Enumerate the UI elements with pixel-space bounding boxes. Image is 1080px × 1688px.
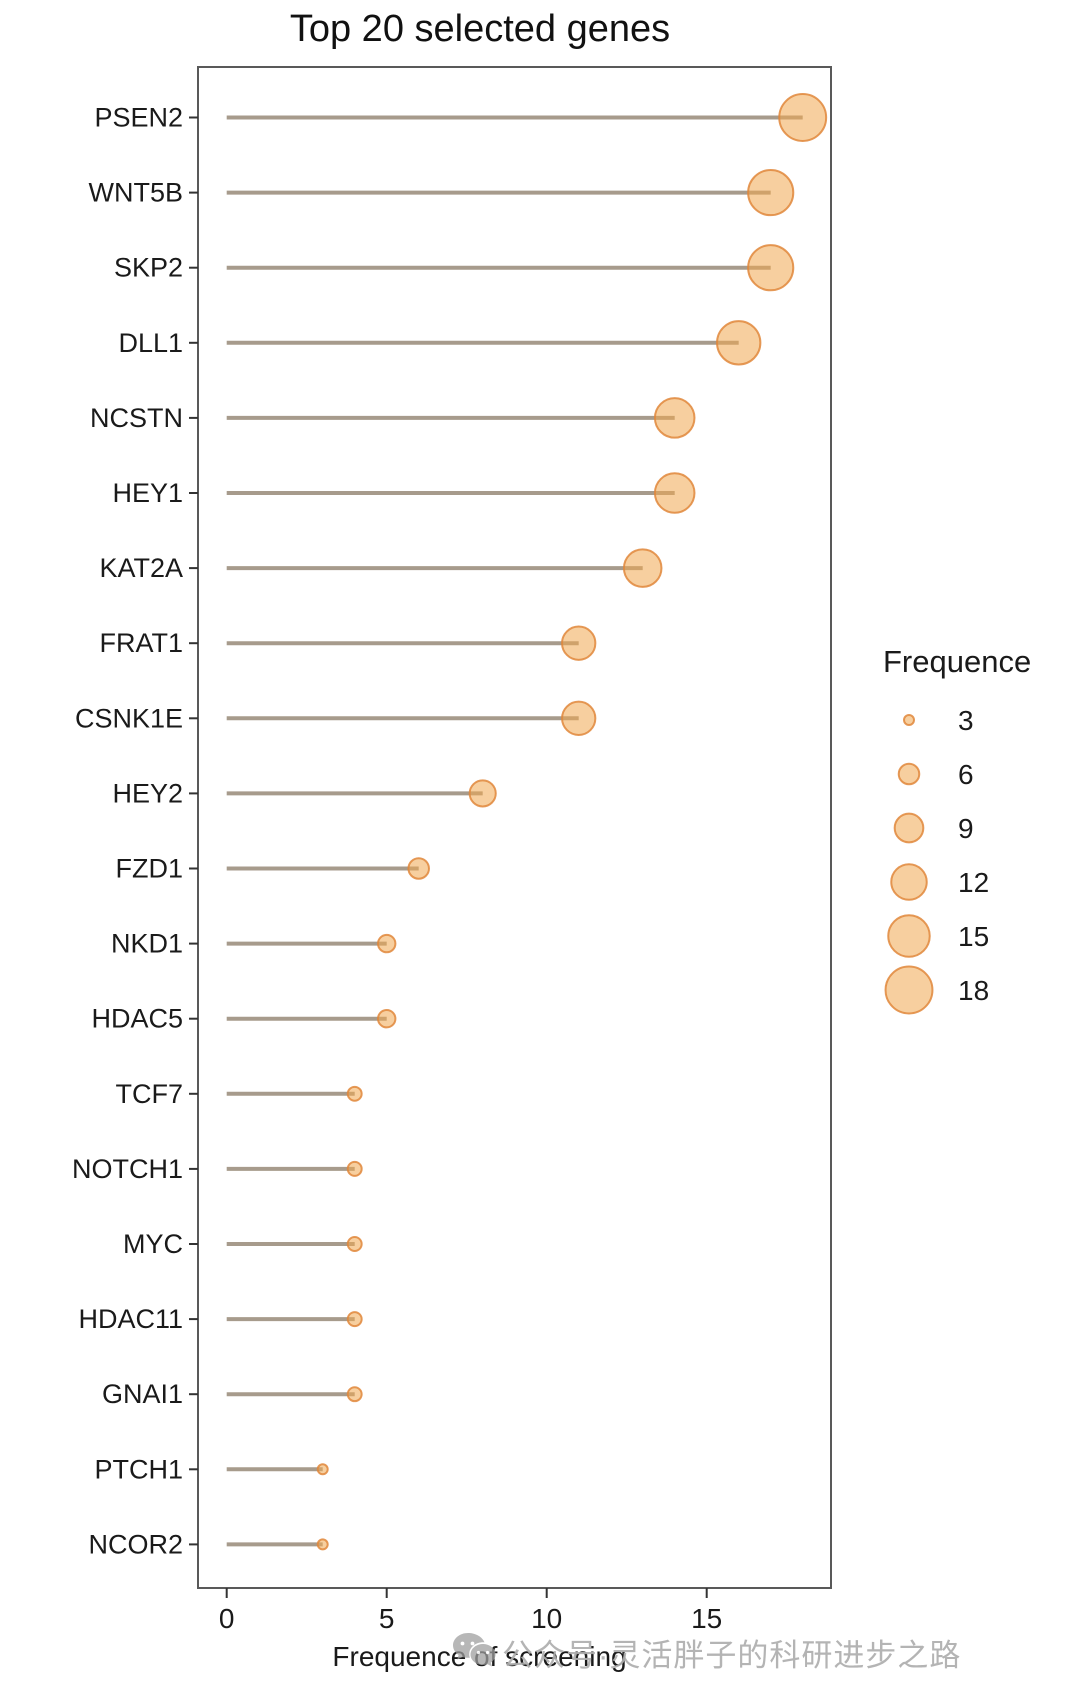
x-tick-label: 5 [379, 1603, 395, 1634]
y-tick-label-gnai1: GNAI1 [102, 1379, 183, 1409]
legend-key-circle-12 [890, 863, 928, 901]
y-tick-label-hey2: HEY2 [112, 778, 183, 808]
legend-key-label-15: 15 [958, 921, 989, 952]
y-tick-label-wnt5b: WNT5B [89, 178, 184, 208]
y-tick-label-hey1: HEY1 [112, 478, 183, 508]
y-tick-label-dll1: DLL1 [118, 328, 183, 358]
lollipop-dot-hdac5 [376, 1008, 397, 1029]
legend-key-circle-9 [893, 812, 925, 844]
lollipop-dot-ncstn [653, 397, 696, 439]
legend-key-circle-6 [897, 762, 921, 786]
y-tick-label-fzd1: FZD1 [116, 854, 184, 884]
legend-key-label-3: 3 [958, 705, 974, 736]
lollipop-dot-psen2 [778, 93, 828, 142]
lollipop-dot-tcf7 [346, 1085, 363, 1102]
y-tick-label-tcf7: TCF7 [116, 1079, 184, 1109]
x-axis-title: Frequence of screening [332, 1641, 626, 1672]
y-tick-label-psen2: PSEN2 [94, 103, 183, 133]
lollipop-dot-dll1 [716, 320, 762, 366]
legend-key-circle-18 [884, 965, 934, 1015]
y-tick-label-ncor2: NCOR2 [88, 1529, 183, 1559]
legend-key-label-18: 18 [958, 975, 989, 1006]
lollipop-dot-frat1 [561, 625, 597, 661]
lollipop-dot-gnai1 [346, 1386, 363, 1403]
lollipop-dot-fzd1 [407, 857, 430, 880]
y-tick-label-hdac11: HDAC11 [78, 1304, 183, 1334]
lollipop-dot-nkd1 [376, 933, 397, 954]
y-tick-label-csnk1e: CSNK1E [75, 703, 183, 733]
legend-key-label-6: 6 [958, 759, 974, 790]
lollipop-dot-hdac11 [346, 1311, 363, 1328]
lollipop-dot-hey1 [653, 472, 696, 514]
x-tick-label: 10 [531, 1603, 562, 1634]
x-tick-label: 15 [691, 1603, 722, 1634]
y-tick-label-kat2a: KAT2A [99, 553, 183, 583]
size-legend: Frequence 3 6 9 12 15 18 [883, 644, 1031, 1015]
y-tick-label-notch1: NOTCH1 [72, 1154, 183, 1184]
legend-key-circle-3 [903, 714, 915, 726]
lollipop-dot-ptch1 [316, 1463, 329, 1476]
plot-panel-border [197, 66, 832, 1589]
y-tick-label-skp2: SKP2 [114, 253, 183, 283]
lollipop-dot-myc [346, 1236, 363, 1252]
lollipop-dot-ncor2 [316, 1538, 329, 1551]
lollipop-dot-wnt5b [747, 169, 795, 217]
y-tick-label-hdac5: HDAC5 [91, 1004, 183, 1034]
y-tick-label-ptch1: PTCH1 [94, 1454, 183, 1484]
lollipop-dot-csnk1e [561, 700, 597, 736]
legend-key-label-9: 9 [958, 813, 974, 844]
lollipop-dot-notch1 [346, 1160, 363, 1177]
legend-title: Frequence [883, 644, 1031, 679]
y-tick-label-frat1: FRAT1 [99, 628, 183, 658]
y-tick-label-nkd1: NKD1 [111, 929, 183, 959]
y-tick-label-myc: MYC [123, 1229, 183, 1259]
lollipop-dot-hey2 [468, 779, 497, 808]
y-tick-label-ncstn: NCSTN [90, 403, 183, 433]
chart-title: Top 20 selected genes [289, 8, 671, 50]
lollipop-dot-kat2a [622, 548, 663, 588]
legend-key-circle-15 [887, 914, 931, 958]
x-tick-label: 0 [219, 1603, 235, 1634]
legend-key-label-12: 12 [958, 867, 989, 898]
lollipop-dot-skp2 [747, 244, 795, 292]
